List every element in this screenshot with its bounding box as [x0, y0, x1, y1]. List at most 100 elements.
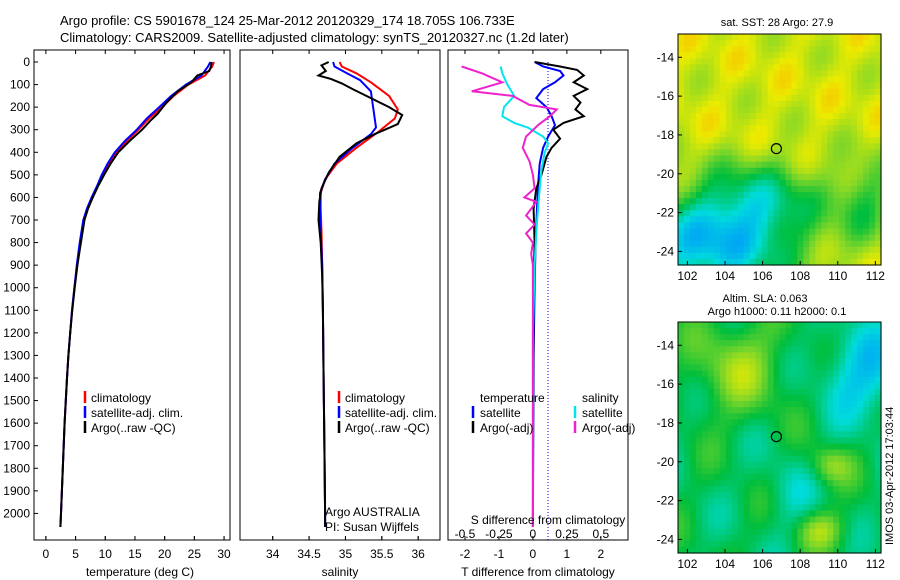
- heatmap-cell: [695, 216, 703, 224]
- heatmap-cell: [785, 100, 793, 108]
- y-tick-label: 900: [10, 258, 30, 272]
- difference-legend: temperature salinity satellite Argo(-adj…: [471, 391, 635, 435]
- heatmap-cell: [767, 88, 775, 96]
- heatmap-cell: [785, 198, 793, 205]
- heatmap-cell: [839, 88, 846, 96]
- heatmap-cell: [845, 137, 852, 145]
- heatmap-cell: [803, 449, 810, 457]
- heatmap-cell: [827, 137, 834, 145]
- heatmap-cell: [863, 504, 870, 512]
- heatmap-cell: [821, 64, 828, 72]
- heatmap-cell: [863, 179, 870, 187]
- heatmap-cell: [785, 143, 793, 151]
- heatmap-cell: [689, 455, 697, 463]
- heatmap-cell: [731, 510, 739, 518]
- heatmap-cell: [875, 425, 882, 433]
- heatmap-cell: [785, 173, 793, 181]
- heatmap-cell: [809, 52, 816, 59]
- heatmap-cell: [863, 413, 870, 420]
- heatmap-cell: [785, 364, 793, 372]
- heatmap-cell: [773, 76, 781, 84]
- heatmap-cell: [701, 431, 709, 439]
- heatmap-cell: [863, 449, 870, 457]
- heatmap-cell: [701, 64, 709, 72]
- heatmap-cell: [803, 143, 810, 151]
- heatmap-cell: [749, 76, 757, 84]
- heatmap-cell: [773, 131, 781, 138]
- temperature-axes: [33, 49, 231, 541]
- heatmap-cell: [857, 258, 864, 266]
- heatmap-cell: [785, 113, 793, 120]
- heatmap-cell: [678, 546, 685, 554]
- heatmap-cell: [737, 407, 745, 414]
- heatmap-cell: [833, 34, 840, 41]
- heatmap-cell: [689, 388, 697, 396]
- heatmap-cell: [695, 131, 703, 138]
- heatmap-cell: [743, 352, 751, 360]
- heatmap-cell: [875, 76, 882, 84]
- heatmap-cell: [809, 252, 816, 260]
- heatmap-cell: [737, 419, 745, 426]
- heatmap-cell: [707, 546, 715, 554]
- heatmap-cell: [845, 222, 852, 230]
- heatmap-cell: [851, 376, 858, 384]
- heatmap-cell: [785, 192, 793, 199]
- heatmap-cell: [707, 540, 715, 548]
- heatmap-cell: [749, 394, 757, 402]
- heatmap-cell: [791, 149, 799, 157]
- s-tick-label: -0.5: [455, 527, 476, 541]
- heatmap-cell: [689, 88, 697, 96]
- heatmap-cell: [695, 461, 703, 469]
- heatmap-cell: [845, 198, 852, 205]
- heatmap-cell: [779, 52, 787, 59]
- heatmap-cell: [683, 467, 691, 475]
- heatmap-cell: [827, 216, 834, 224]
- heatmap-cell: [773, 40, 781, 47]
- heatmap-cell: [797, 510, 804, 518]
- heatmap-cell: [725, 185, 733, 193]
- heatmap-cell: [845, 376, 852, 384]
- x-tick-label: 30: [217, 547, 231, 561]
- heatmap-cell: [797, 113, 804, 120]
- heatmap-cell: [689, 364, 697, 372]
- heatmap-cell: [695, 546, 703, 554]
- heatmap-cell: [869, 198, 876, 205]
- heatmap-cell: [875, 522, 882, 530]
- heatmap-cell: [827, 149, 834, 157]
- heatmap-cell: [851, 522, 858, 530]
- heatmap-cell: [821, 328, 828, 335]
- heatmap-cell: [743, 437, 751, 445]
- heatmap-cell: [719, 100, 727, 108]
- heatmap-cell: [821, 161, 828, 169]
- heatmap-cell: [683, 113, 691, 120]
- heatmap-cell: [725, 258, 733, 266]
- heatmap-cell: [815, 100, 822, 108]
- heatmap-cell: [719, 252, 727, 260]
- heatmap-cell: [749, 534, 757, 542]
- heatmap-cell: [755, 216, 763, 224]
- heatmap-cell: [713, 486, 721, 493]
- heatmap-cell: [683, 364, 691, 372]
- heatmap-cell: [779, 40, 787, 47]
- heatmap-cell: [713, 516, 721, 524]
- heatmap-cell: [851, 167, 858, 175]
- heatmap-cell: [797, 34, 804, 41]
- heatmap-cell: [809, 64, 816, 72]
- heatmap-cell: [773, 492, 781, 499]
- heatmap-cell: [701, 328, 709, 335]
- heatmap-cell: [743, 40, 751, 47]
- heatmap-cell: [749, 143, 757, 151]
- heatmap-cell: [689, 70, 697, 78]
- heatmap-cell: [815, 155, 822, 163]
- heatmap-cell: [791, 143, 799, 151]
- heatmap-cell: [737, 431, 745, 439]
- y-tick-label: 1200: [3, 326, 30, 340]
- heatmap-cell: [833, 486, 840, 493]
- heatmap-cell: [761, 492, 769, 499]
- heatmap-cell: [719, 70, 727, 78]
- heatmap-cell: [851, 143, 858, 151]
- heatmap-cell: [737, 210, 745, 217]
- heatmap-cell: [719, 425, 727, 433]
- heatmap-cell: [839, 388, 846, 396]
- heatmap-cell: [845, 167, 852, 175]
